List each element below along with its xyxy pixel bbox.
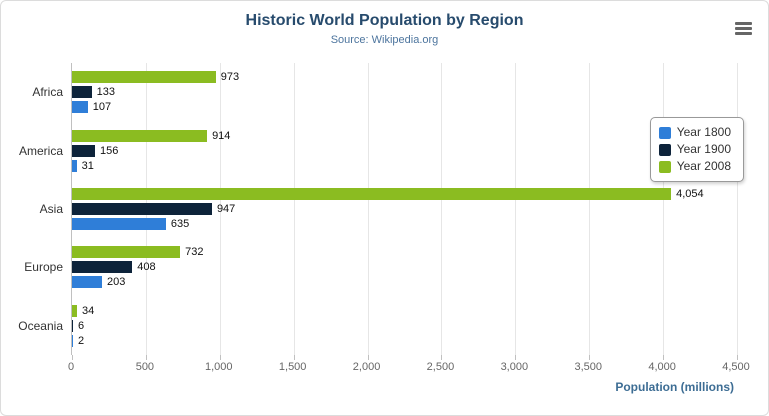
bar-year-2008[interactable] (72, 246, 181, 259)
legend-label: Year 1800 (676, 125, 731, 139)
bar-year-2008[interactable] (72, 188, 672, 200)
bar-row: 133 (72, 86, 737, 99)
bar-value-label: 31 (81, 159, 94, 172)
x-tick-label: 2,500 (426, 361, 455, 373)
bar-year-1900[interactable] (72, 203, 212, 215)
x-tick-label: 500 (135, 361, 155, 373)
bar-row: 6 (72, 319, 737, 332)
legend-item-year-2008[interactable]: Year 2008 (658, 158, 731, 175)
gridline (367, 63, 369, 355)
legend-label: Year 1900 (676, 142, 731, 156)
hamburger-bar (735, 22, 752, 25)
category-label: Europe (24, 260, 63, 275)
axis-tick (737, 355, 738, 360)
x-tick-label: 0 (67, 361, 75, 373)
gridline (441, 63, 443, 355)
category-label: America (18, 143, 63, 158)
legend-item-year-1800[interactable]: Year 1800 (658, 124, 731, 141)
bar-row: 31 (72, 159, 737, 172)
legend-swatch (658, 160, 671, 173)
x-tick-label: 4,500 (722, 361, 750, 373)
bar-row: 408 (72, 261, 737, 274)
axis-tick (663, 355, 665, 360)
gridline (293, 63, 295, 355)
plot-area: 973 133 107 914 156 31 4,054 947 635 732 408 203 34 6… (71, 63, 738, 360)
bar-year-1800[interactable] (72, 276, 102, 289)
x-tick-label: 2,000 (352, 361, 381, 373)
legend-swatch (658, 143, 671, 156)
bar-value-label: 408 (137, 261, 156, 274)
bar-year-1900[interactable] (72, 319, 73, 332)
bar-value-label: 973 (220, 71, 240, 84)
legend-item-year-1900[interactable]: Year 1900 (658, 141, 731, 158)
bar-value-label: 34 (82, 304, 95, 317)
gridline (515, 63, 517, 355)
bar-value-label: 203 (106, 276, 126, 289)
category-label: Africa (32, 85, 63, 100)
legend-swatch (658, 126, 671, 139)
bar-year-1800[interactable] (72, 101, 88, 114)
bar-value-label: 635 (170, 218, 190, 230)
axis-tick (367, 355, 369, 360)
axis-tick (72, 355, 73, 360)
bar-year-1900[interactable] (72, 144, 96, 157)
axis-tick (441, 355, 443, 360)
bar-year-1800[interactable] (72, 159, 77, 172)
legend: Year 1800 Year 1900 Year 2008 (649, 117, 744, 182)
category-label: Asia (39, 202, 63, 216)
hamburger-bar (735, 27, 752, 30)
bar-value-label: 107 (92, 101, 112, 114)
hamburger-bar (735, 32, 752, 35)
bar-row: 4,054 (72, 188, 737, 200)
bar-row: 947 (72, 203, 737, 215)
x-tick-label: 1,000 (205, 361, 233, 373)
gridline (663, 63, 665, 355)
chart-subtitle: Source: Wikipedia.org (330, 34, 439, 46)
bar-value-label: 133 (96, 86, 115, 99)
gridline (589, 63, 591, 355)
x-axis-labels: 0 500 1,000 1,500 2,000 2,500 3,000 3,500 4,000 4… (67, 361, 750, 375)
x-axis-title: Population (millions) (615, 380, 734, 394)
gridline (737, 63, 738, 355)
axis-tick (589, 355, 591, 360)
x-tick-label: 3,000 (500, 361, 529, 373)
bar-value-label: 4,054 (676, 188, 704, 200)
bar-row: 2 (72, 334, 737, 347)
bar-value-label: 2 (78, 334, 85, 347)
bar-row: 107 (72, 101, 737, 114)
bar-row: 914 (72, 129, 737, 142)
chart-title: Historic World Population by Region (245, 12, 524, 29)
bar-year-1800[interactable] (72, 334, 73, 347)
bar-year-2008[interactable] (72, 129, 208, 142)
axis-tick (293, 355, 295, 360)
bar-row: 732 (72, 246, 737, 259)
bar-row: 635 (72, 218, 737, 230)
bar-year-1800[interactable] (72, 218, 166, 230)
bar-value-label: 732 (185, 246, 204, 259)
bar-year-2008[interactable] (72, 304, 78, 317)
bar-year-1900[interactable] (72, 261, 133, 274)
hamburger-menu-icon[interactable] (735, 22, 752, 37)
bar-row: 156 (72, 144, 737, 157)
legend-label: Year 2008 (676, 159, 731, 173)
axis-tick (145, 355, 147, 360)
x-tick-label: 3,500 (574, 361, 602, 373)
axis-tick (219, 355, 221, 360)
bar-year-2008[interactable] (72, 71, 216, 84)
bar-value-label: 6 (78, 319, 85, 332)
bar-row: 34 (72, 304, 737, 317)
axis-tick (515, 355, 517, 360)
bar-value-label: 914 (212, 129, 231, 142)
bar-row: 973 (72, 71, 737, 84)
bar-year-1900[interactable] (72, 86, 92, 99)
category-labels: Africa America Asia Europe Oceania (1, 63, 63, 355)
bar-value-label: 156 (100, 144, 119, 157)
category-label: Oceania (18, 318, 63, 333)
x-tick-label: 1,500 (278, 361, 307, 373)
x-tick-label: 4,000 (648, 361, 676, 373)
gridline (219, 63, 221, 355)
bar-value-label: 947 (216, 203, 236, 215)
bar-row: 203 (72, 276, 737, 289)
